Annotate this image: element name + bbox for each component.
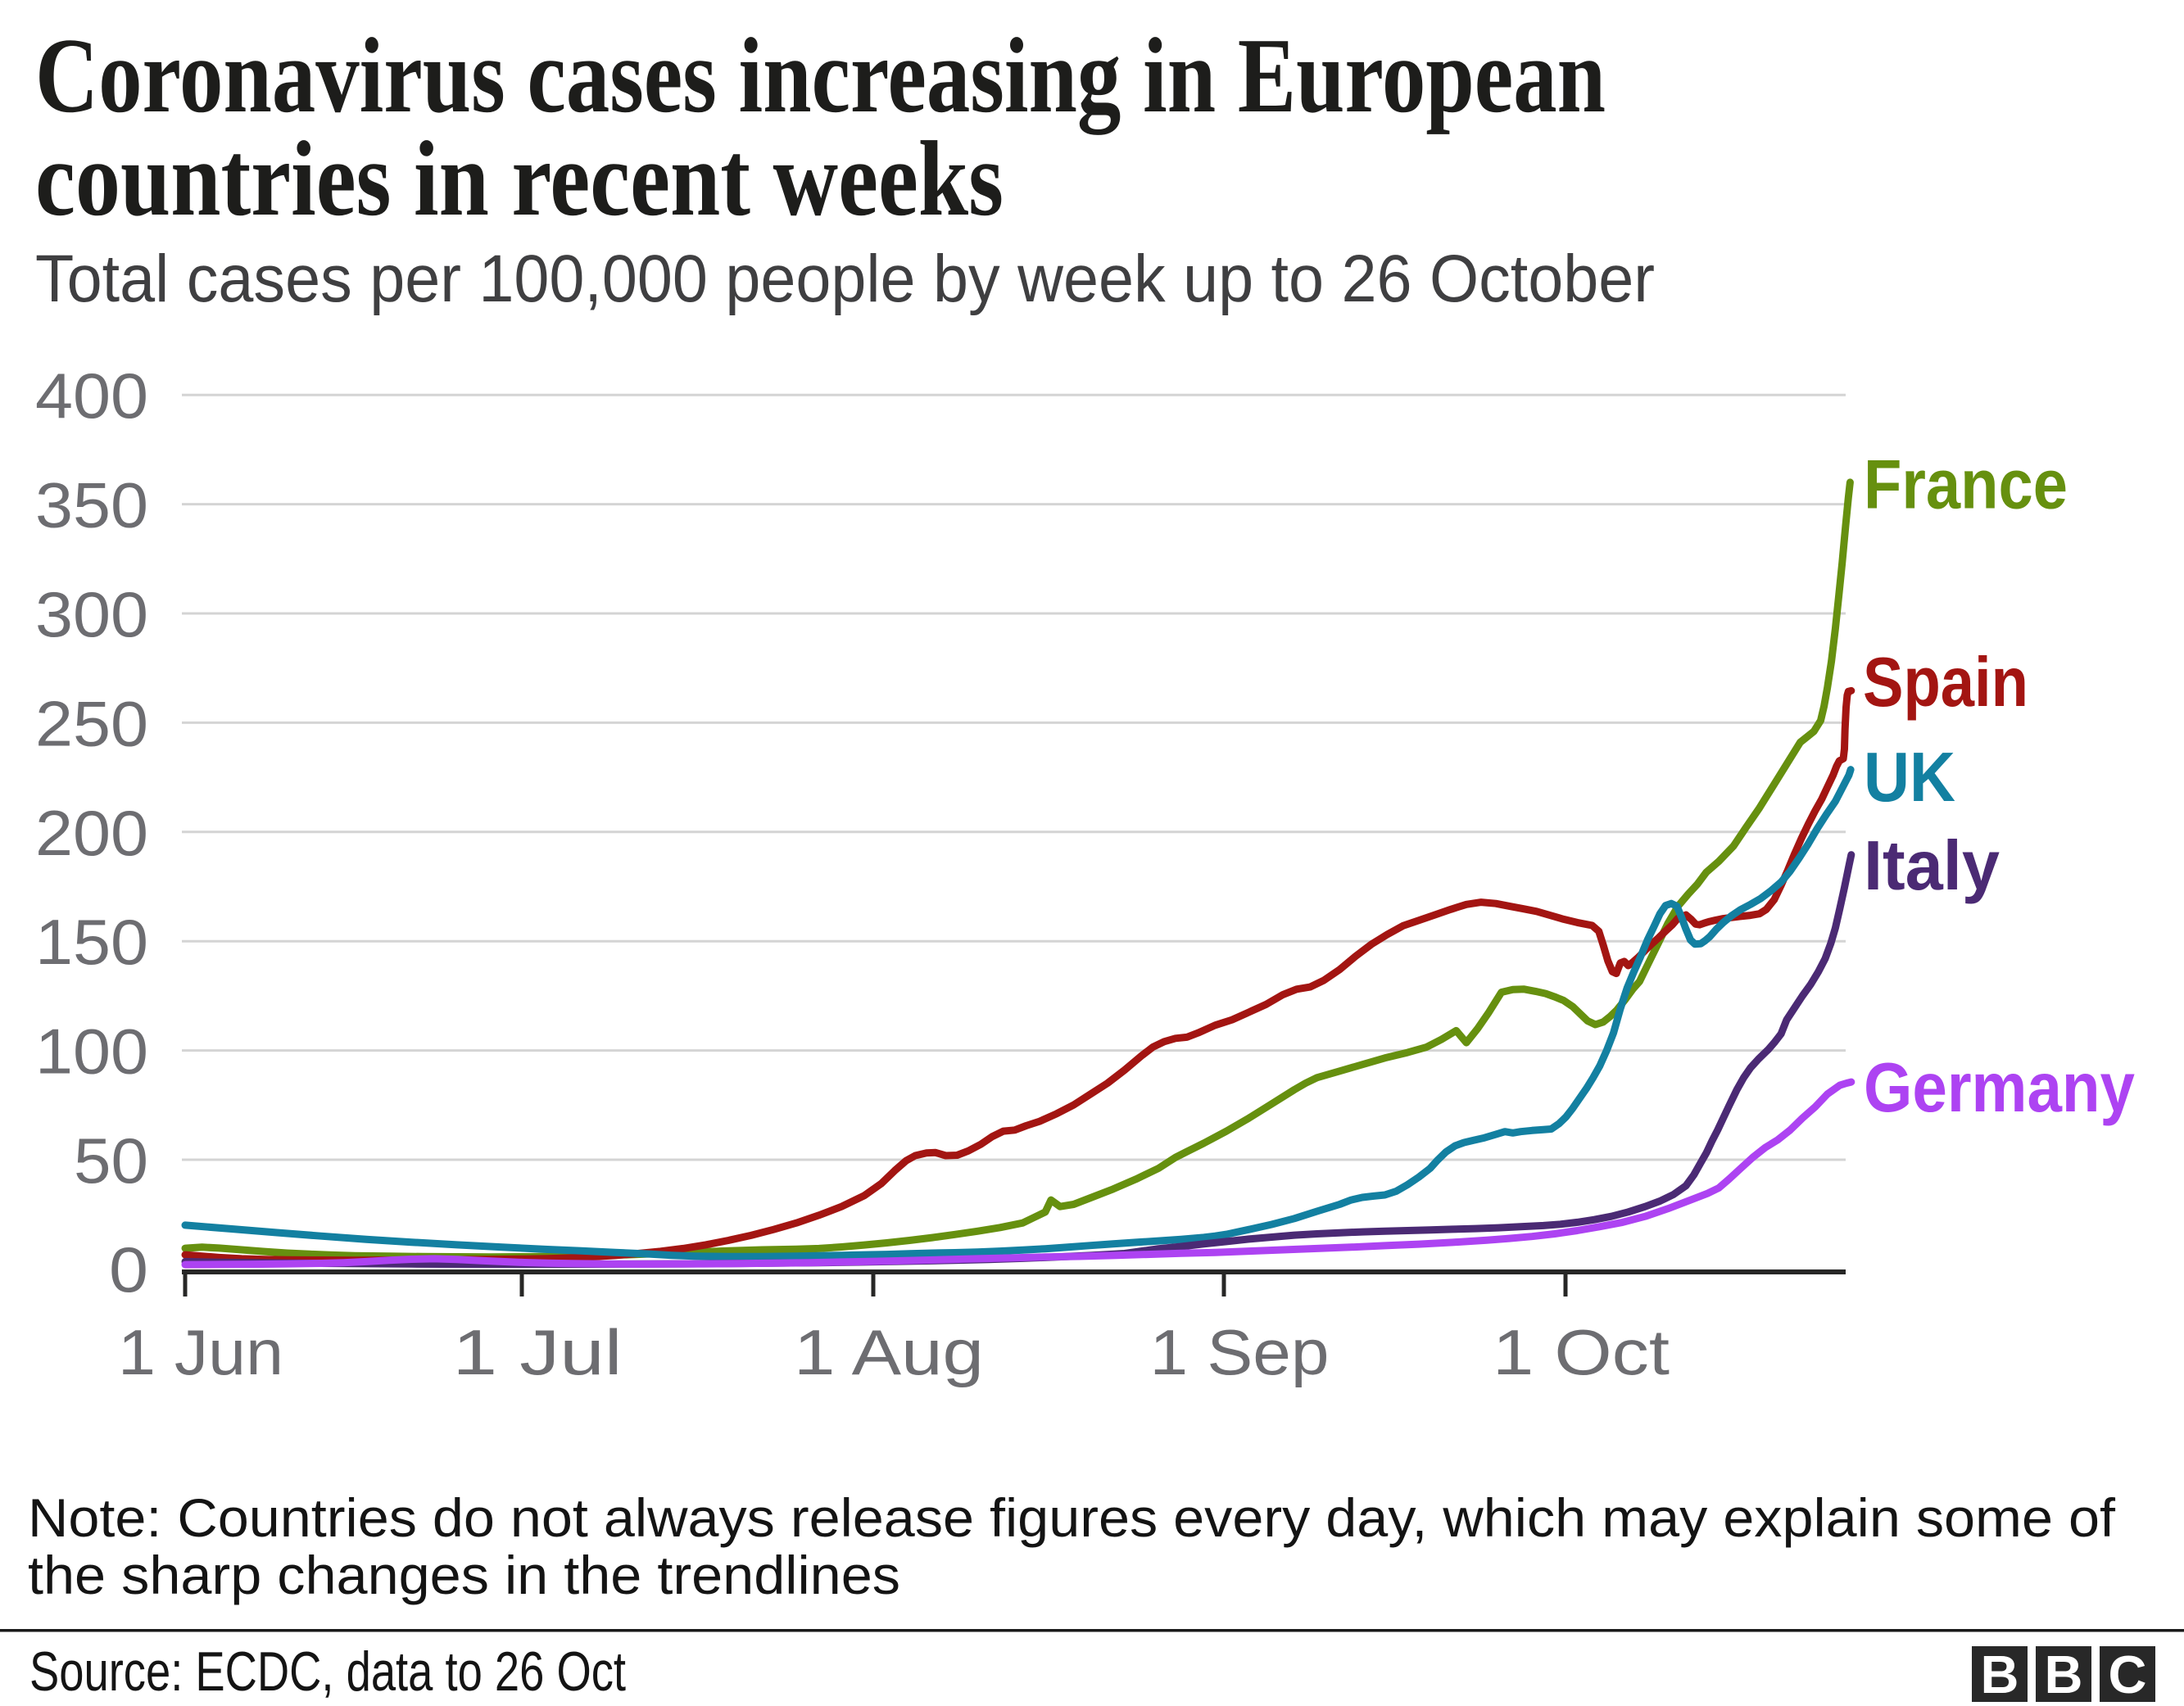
svg-text:the sharp changes in the trend: the sharp changes in the trendlines bbox=[28, 1545, 900, 1605]
svg-text:1 Jul: 1 Jul bbox=[453, 1316, 623, 1388]
svg-text:1 Aug: 1 Aug bbox=[794, 1316, 984, 1388]
svg-text:countries in recent weeks: countries in recent weeks bbox=[35, 120, 1004, 238]
svg-text:Spain: Spain bbox=[1863, 644, 2028, 722]
svg-text:1 Sep: 1 Sep bbox=[1150, 1316, 1330, 1388]
svg-text:100: 100 bbox=[35, 1016, 148, 1088]
svg-text:400: 400 bbox=[35, 360, 148, 432]
svg-text:0: 0 bbox=[109, 1233, 148, 1306]
svg-text:France: France bbox=[1864, 446, 2068, 524]
svg-text:Germany: Germany bbox=[1864, 1049, 2135, 1127]
svg-text:300: 300 bbox=[35, 578, 148, 650]
svg-text:Note: Countries do not always: Note: Countries do not always release fi… bbox=[28, 1487, 2116, 1548]
svg-text:C: C bbox=[2109, 1645, 2147, 1704]
svg-text:Coronavirus cases increasing i: Coronavirus cases increasing in European bbox=[35, 16, 1606, 135]
svg-text:Source: ECDC, data to 26 Oct: Source: ECDC, data to 26 Oct bbox=[29, 1640, 626, 1703]
svg-text:1 Jun: 1 Jun bbox=[118, 1316, 283, 1388]
svg-text:Total cases per 100,000 people: Total cases per 100,000 people by week u… bbox=[35, 242, 1655, 316]
svg-text:200: 200 bbox=[35, 797, 148, 869]
svg-text:50: 50 bbox=[74, 1125, 148, 1197]
svg-text:Italy: Italy bbox=[1864, 827, 2000, 905]
svg-text:B: B bbox=[1981, 1645, 2019, 1704]
svg-text:1 Oct: 1 Oct bbox=[1493, 1316, 1670, 1388]
svg-text:UK: UK bbox=[1864, 739, 1955, 817]
svg-text:B: B bbox=[2045, 1645, 2083, 1704]
svg-text:150: 150 bbox=[35, 906, 148, 978]
svg-text:250: 250 bbox=[35, 687, 148, 759]
svg-text:350: 350 bbox=[35, 469, 148, 541]
